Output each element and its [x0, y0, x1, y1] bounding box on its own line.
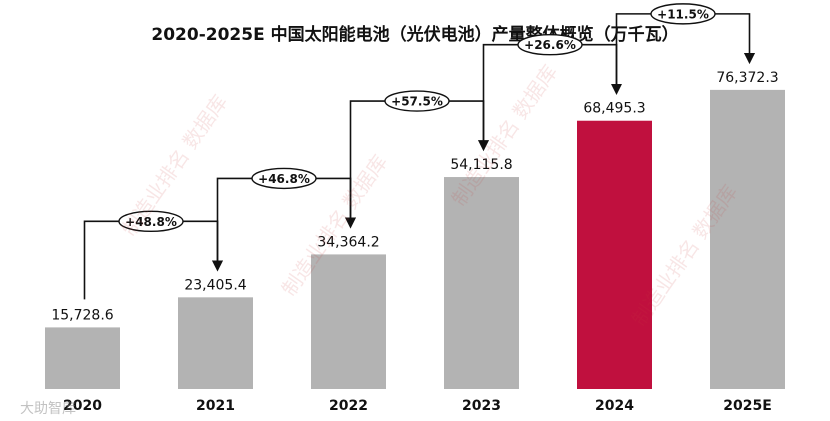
growth-badge: [650, 3, 716, 25]
bar-2022: [311, 254, 386, 389]
value-label: 54,115.8: [450, 157, 512, 173]
category-label: 2022: [329, 398, 368, 414]
growth-label: +26.6%: [524, 38, 576, 52]
growth-badge: [118, 210, 184, 233]
bar-2025E: [710, 89, 785, 390]
growth-badge: [384, 90, 450, 112]
growth-badge: [517, 34, 583, 56]
bar-2021: [178, 297, 253, 389]
value-label: 34,364.2: [317, 234, 379, 250]
growth-label: +57.5%: [391, 95, 443, 109]
growth-label: +48.8%: [125, 215, 177, 229]
value-label: 76,372.3: [716, 70, 778, 86]
category-label: 2021: [196, 398, 235, 414]
category-label: 2023: [462, 398, 501, 414]
growth-label: +11.5%: [657, 7, 709, 21]
value-label: 68,495.3: [583, 101, 645, 117]
growth-badge: [251, 167, 317, 190]
category-label: 2020: [63, 398, 102, 414]
growth-label: +46.8%: [258, 172, 310, 186]
bar-2024: [577, 120, 652, 389]
category-label: 2025E: [723, 398, 772, 414]
bar-2023: [444, 177, 519, 389]
value-label: 15,728.6: [51, 307, 113, 323]
bar-2020: [45, 327, 120, 389]
category-label: 2024: [595, 398, 634, 414]
value-label: 23,405.4: [184, 277, 246, 293]
